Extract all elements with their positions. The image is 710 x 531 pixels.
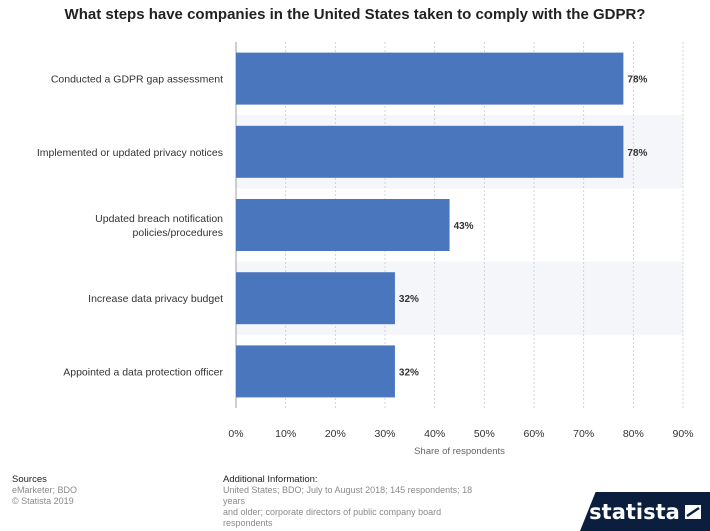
additional-info-line: and older; corporate directors of public…	[223, 507, 442, 517]
x-axis-title: Share of respondents	[414, 446, 505, 457]
bar[interactable]	[236, 125, 624, 178]
bar[interactable]	[236, 52, 624, 105]
value-label: 32%	[399, 367, 419, 378]
sources-heading: Sources	[12, 474, 47, 485]
x-tick-label: 10%	[275, 428, 296, 440]
chart-title: What steps have companies in the United …	[64, 6, 646, 23]
category-label: Conducted a GDPR gap assessment	[51, 74, 223, 86]
value-label: 78%	[627, 148, 647, 159]
category-label: Updated breach notification	[95, 213, 223, 225]
x-tick-label: 90%	[672, 428, 693, 440]
statista-logo[interactable]: statista	[580, 492, 710, 531]
x-tick-label: 60%	[523, 428, 544, 440]
category-label: Increase data privacy budget	[88, 293, 223, 305]
category-label: policies/procedures	[133, 227, 223, 239]
category-label: Appointed a data protection officer	[63, 366, 223, 378]
x-tick-label: 80%	[623, 428, 644, 440]
additional-info-line: United States; BDO; July to August 2018;…	[223, 485, 473, 506]
statista-wordmark: statista	[589, 499, 680, 524]
bar[interactable]	[236, 199, 450, 251]
additional-info-heading: Additional Information:	[223, 474, 318, 485]
x-tick-label: 40%	[424, 428, 445, 440]
value-label: 78%	[627, 75, 647, 86]
x-tick-label: 30%	[374, 428, 395, 440]
x-tick-label: 70%	[573, 428, 594, 440]
bar[interactable]	[236, 345, 395, 398]
x-tick-label: 20%	[325, 428, 346, 440]
value-label: 43%	[454, 221, 474, 232]
additional-info-block: Additional Information: United States; B…	[223, 474, 493, 529]
additional-info-line: respondents	[223, 518, 273, 528]
sources-line: © Statista 2019	[12, 496, 74, 506]
sources-line[interactable]: eMarketer; BDO	[12, 485, 78, 495]
bar[interactable]	[236, 272, 395, 325]
category-label: Implemented or updated privacy notices	[37, 147, 223, 159]
x-tick-label: 0%	[228, 428, 243, 440]
value-label: 32%	[399, 294, 419, 305]
sources-block: Sources eMarketer; BDO © Statista 2019	[12, 474, 77, 507]
bar-chart: 78% Conducted a GDPR gap assessment 78% Imp…	[37, 42, 694, 457]
footer: Sources eMarketer; BDO © Statista 2019 A…	[0, 468, 710, 531]
x-tick-label: 50%	[474, 428, 495, 440]
statista-logo-icon	[684, 504, 701, 519]
